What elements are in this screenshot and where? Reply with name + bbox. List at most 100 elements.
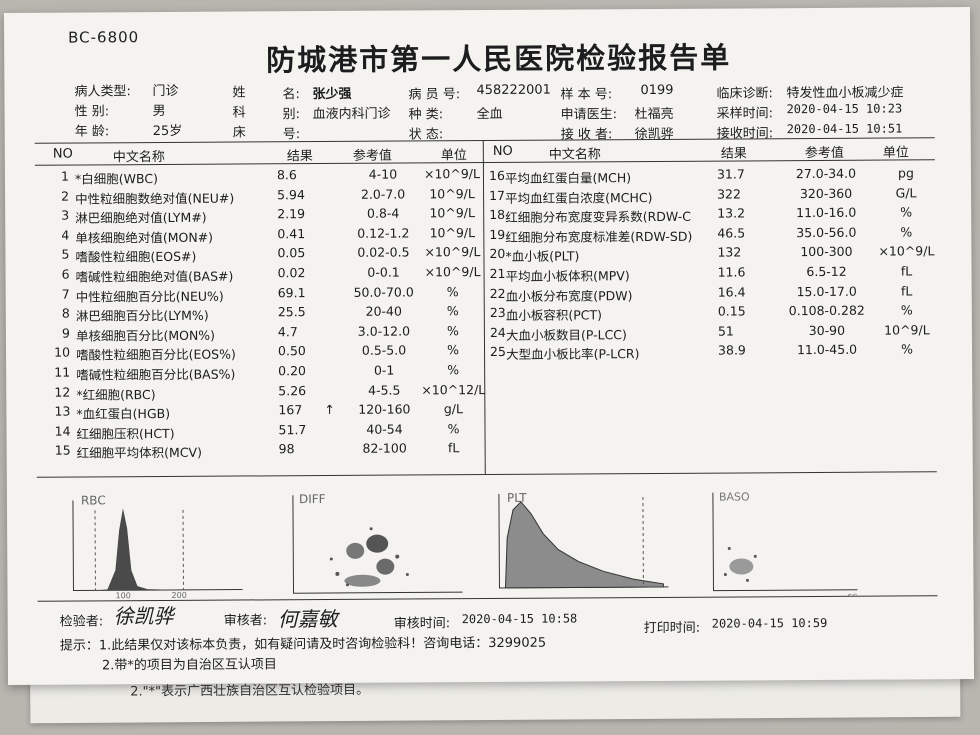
rbc-histogram: RBC 100 200 bbox=[72, 493, 243, 600]
cell-result: 167 bbox=[278, 402, 303, 418]
cell-name: 血小板分布宽度(PDW) bbox=[505, 287, 633, 304]
print-time-value: 2020-04-15 10:59 bbox=[711, 615, 828, 631]
cell-no: 2 bbox=[61, 188, 70, 204]
cell-ref: 120-160 bbox=[358, 401, 411, 417]
cell-result: 69.1 bbox=[277, 284, 306, 300]
cell-result: 51 bbox=[717, 323, 734, 339]
cell-unit: % bbox=[446, 283, 459, 299]
cell-unit: ×10^9/L bbox=[423, 166, 480, 182]
diagnosis-label: 临床诊断: bbox=[716, 86, 773, 102]
collect-value: 2020-04-15 10:23 bbox=[786, 101, 903, 117]
review-time-label: 审核时间: bbox=[393, 616, 451, 632]
cell-result: 51.7 bbox=[278, 421, 307, 438]
note-line-1: 提示：1.此结果仅对该标本负责，如有疑问请及时咨询检验科！咨询电话：329902… bbox=[59, 635, 547, 654]
dept-label-1: 科 bbox=[232, 105, 246, 121]
plt-label: PLT bbox=[507, 491, 527, 505]
cell-unit: fL bbox=[900, 283, 913, 299]
tester-signature: 徐凯骅 bbox=[113, 603, 174, 629]
cell-no: 6 bbox=[61, 266, 70, 282]
cell-unit: ×10^12/L bbox=[421, 381, 486, 398]
cell-ref: 0.12-1.2 bbox=[357, 225, 410, 241]
rbc-label: RBC bbox=[81, 493, 106, 507]
cell-result: 13.2 bbox=[717, 205, 746, 221]
cell-ref: 0.5-5.0 bbox=[361, 342, 407, 359]
sample-value: 0199 bbox=[640, 82, 674, 99]
report-footer: 检验者: 徐凯骅 审核者: 何嘉敏 审核时间: 2020-04-15 10:58… bbox=[4, 7, 970, 673]
cell-ref: 0-1 bbox=[373, 362, 395, 378]
cell-name: 血小板容积(PCT) bbox=[505, 307, 603, 324]
col-name-left: 中文名称 bbox=[112, 149, 165, 166]
sex-value: 男 bbox=[152, 103, 166, 120]
cell-name: 嗜酸性粒细胞(EOS#) bbox=[75, 249, 197, 265]
cell-unit: fL bbox=[447, 440, 460, 456]
cell-unit: 10^9/L bbox=[429, 185, 475, 201]
record-value: 458222001 bbox=[476, 82, 551, 99]
cell-ref: 82-100 bbox=[362, 440, 407, 457]
cell-result: 25.5 bbox=[277, 304, 306, 320]
cell-ref: 20-40 bbox=[365, 303, 402, 319]
cell-no: 17 bbox=[489, 187, 506, 203]
sample-label: 样 本 号: bbox=[560, 87, 613, 103]
receive-value: 2020-04-15 10:51 bbox=[786, 121, 903, 137]
cell-ref: 0.108-0.282 bbox=[788, 302, 865, 319]
cell-result: 322 bbox=[717, 186, 741, 202]
cell-unit: fL bbox=[900, 263, 913, 279]
cell-ref: 30-90 bbox=[808, 322, 846, 338]
cell-no: 12 bbox=[54, 384, 71, 400]
rbc-tick-2: 200 bbox=[171, 591, 186, 600]
cell-name: 红细胞压积(HCT) bbox=[76, 425, 175, 442]
cell-ref: 320-360 bbox=[799, 185, 853, 201]
cell-name: 中性粒细胞百分比(NEU%) bbox=[75, 288, 224, 305]
header-bottom-rule bbox=[34, 159, 935, 166]
cell-name: 中性粒细胞数绝对值(NEU#) bbox=[75, 190, 235, 207]
cell-ref: 4-10 bbox=[368, 166, 398, 182]
cell-ref: 11.0-16.0 bbox=[796, 204, 857, 221]
col-unit-left: 单位 bbox=[440, 148, 467, 164]
cell-result: 38.9 bbox=[717, 342, 746, 358]
cell-no: 21 bbox=[489, 265, 506, 281]
cell-no: 14 bbox=[54, 423, 71, 439]
cell-no: 20 bbox=[489, 246, 506, 262]
name-label-1: 姓 bbox=[232, 85, 246, 101]
cell-result: 132 bbox=[717, 244, 742, 260]
patient-name: 张少强 bbox=[312, 86, 352, 103]
cell-result: 5.94 bbox=[277, 186, 305, 202]
diff-scatterplot: DIFF bbox=[292, 492, 463, 594]
cell-unit: 10^9/L bbox=[429, 224, 476, 241]
baso-label: BASO bbox=[719, 490, 750, 503]
cell-name: 红细胞分布宽度标准差(RDW-SD) bbox=[505, 228, 693, 245]
review-time-value: 2020-04-15 10:58 bbox=[461, 611, 578, 627]
cell-unit: 10^9/L bbox=[429, 205, 475, 221]
cell-unit: % bbox=[900, 204, 913, 220]
diagnosis-value: 特发性血小板减少症 bbox=[786, 85, 904, 102]
cell-ref: 0.8-4 bbox=[366, 205, 400, 221]
cell-flag: ↑ bbox=[324, 402, 335, 418]
cell-result: 98 bbox=[278, 441, 295, 457]
cell-ref: 0.02-0.5 bbox=[357, 244, 410, 261]
name-label-2: 名: bbox=[282, 87, 300, 103]
cell-result: 31.7 bbox=[716, 166, 745, 182]
cell-result: 0.05 bbox=[277, 245, 306, 261]
doctor-label: 申请医生: bbox=[560, 107, 618, 123]
cell-result: 5.26 bbox=[278, 382, 307, 398]
cell-ref: 3.0-12.0 bbox=[357, 323, 411, 339]
cell-no: 9 bbox=[61, 325, 70, 341]
cell-no: 10 bbox=[54, 344, 71, 361]
cell-unit: G/L bbox=[895, 184, 917, 201]
cell-name: 嗜碱性粒细胞绝对值(BAS#) bbox=[75, 268, 234, 285]
cell-no: 11 bbox=[54, 364, 71, 380]
sex-label: 性 别: bbox=[74, 104, 110, 120]
cell-ref: 2.0-7.0 bbox=[360, 186, 406, 202]
reviewer-signature: 何嘉敏 bbox=[277, 606, 338, 632]
collect-label: 采样时间: bbox=[716, 106, 774, 122]
cell-no: 4 bbox=[61, 227, 70, 243]
cell-no: 15 bbox=[54, 442, 71, 459]
cell-no: 13 bbox=[54, 403, 71, 419]
cell-name: 大血小板数目(P-LCC) bbox=[505, 326, 627, 343]
cell-no: 5 bbox=[61, 246, 70, 263]
cell-result: 16.4 bbox=[717, 284, 746, 300]
cell-unit: pg bbox=[897, 165, 914, 181]
cell-name: 单核细胞百分比(MON%) bbox=[75, 327, 216, 344]
cell-name: 嗜酸性粒细胞百分比(EOS%) bbox=[76, 346, 236, 363]
baso-scatterplot: BASO SS bbox=[712, 490, 858, 597]
